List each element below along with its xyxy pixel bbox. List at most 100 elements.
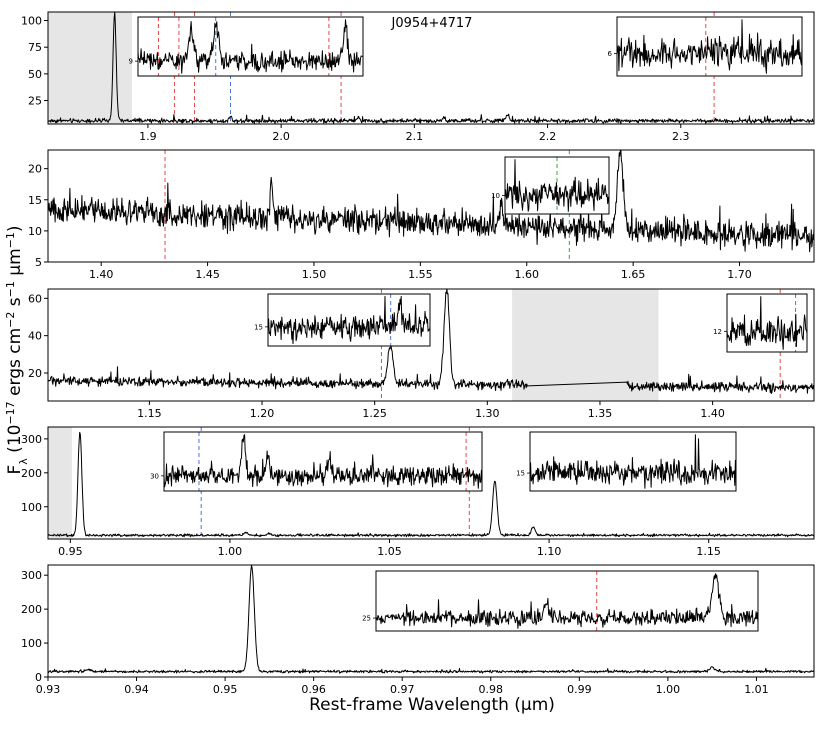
chart-title: J0954+4717 xyxy=(391,16,473,31)
spectrum-line xyxy=(48,12,814,124)
x-tick-label: 1.35 xyxy=(588,407,613,420)
inset-4-2: 15 xyxy=(516,431,737,492)
inset-y-tick-label: 10 xyxy=(491,192,500,200)
inset-spectrum-line xyxy=(376,573,758,629)
x-tick-label: 1.20 xyxy=(250,407,275,420)
panel-4: 0.95 1.00 1.05 1.10 1.15 100 200 300 30 15 xyxy=(21,426,815,558)
x-tick-label: 0.98 xyxy=(479,683,504,696)
inset-frame xyxy=(163,431,483,492)
spectrum-line xyxy=(48,289,814,394)
inset-2-1: 10 xyxy=(491,156,610,215)
y-axis-label: Fλ (10−17 ergs cm−2 s−1 μm−1) xyxy=(4,225,30,474)
y-tick-label: 25 xyxy=(28,95,42,108)
panel-3: 1.15 1.20 1.25 1.30 1.35 1.40 20 40 60 15 12 xyxy=(28,288,815,420)
x-tick-label: 1.70 xyxy=(727,268,752,281)
y-tick-label: 100 xyxy=(21,637,42,650)
y-axis-label-text: Fλ (10−17 ergs cm−2 s−1 μm−1) xyxy=(4,225,30,474)
inset-frame xyxy=(375,570,759,632)
inset-spectrum-line xyxy=(164,434,482,489)
x-tick-label: 0.97 xyxy=(390,683,415,696)
axes-frame xyxy=(47,149,815,263)
axes-frame xyxy=(47,11,815,125)
inset-4-1: 30 xyxy=(150,431,483,492)
x-axis-label: Rest-frame Wavelength (μm) xyxy=(309,695,555,715)
x-tick-label: 1.30 xyxy=(475,407,500,420)
y-tick-label: 20 xyxy=(28,367,42,380)
y-tick-label: 20 xyxy=(28,163,42,176)
inset-spectrum-line xyxy=(268,295,430,345)
y-tick-label: 60 xyxy=(28,292,42,305)
y-tick-label: 300 xyxy=(21,433,42,446)
panel-5: 0.93 0.94 0.95 0.96 0.97 0.98 0.99 1.00 1.01 0 100… xyxy=(21,564,815,696)
panel-1: 1.9 2.0 2.1 2.2 2.3 25 50 75 100 9 6 xyxy=(21,11,815,143)
y-tick-label: 200 xyxy=(21,603,42,616)
x-tick-label: 1.15 xyxy=(696,545,721,558)
x-tick-label: 0.94 xyxy=(124,683,149,696)
inset-frame xyxy=(267,293,431,347)
x-tick-label: 1.9 xyxy=(139,130,157,143)
inset-spectrum-line xyxy=(530,434,736,489)
axes-frame xyxy=(47,288,815,402)
inset-3-2: 12 xyxy=(713,293,808,353)
x-tick-label: 1.00 xyxy=(656,683,681,696)
x-tick-label: 1.00 xyxy=(218,545,243,558)
x-tick-label: 0.95 xyxy=(213,683,238,696)
spectrum-line xyxy=(48,565,814,674)
x-tick-label: 1.40 xyxy=(700,407,725,420)
y-tick-label: 5 xyxy=(35,256,42,269)
y-tick-label: 100 xyxy=(21,501,42,514)
inset-5-1: 25 xyxy=(362,570,759,632)
y-tick-label: 300 xyxy=(21,569,42,582)
panel-2: 1.40 1.45 1.50 1.55 1.60 1.65 1.70 5 10 15 20 10 xyxy=(28,149,815,281)
inset-frame xyxy=(616,16,803,77)
inset-y-tick-label: 15 xyxy=(516,470,525,478)
inset-spectrum-line xyxy=(138,19,363,74)
inset-spectrum-line xyxy=(727,296,807,350)
x-tick-label: 1.65 xyxy=(621,268,646,281)
inset-frame xyxy=(529,431,737,492)
x-tick-label: 1.05 xyxy=(377,545,402,558)
x-tick-label: 2.3 xyxy=(672,130,690,143)
x-tick-label: 1.45 xyxy=(195,268,220,281)
inset-frame xyxy=(726,293,808,353)
inset-y-tick-label: 6 xyxy=(608,50,613,58)
y-tick-label: 50 xyxy=(28,68,42,81)
inset-1-2: 6 xyxy=(608,16,803,77)
inset-frame xyxy=(137,16,364,77)
inset-frame xyxy=(504,156,610,215)
inset-spectrum-line xyxy=(505,159,609,212)
inset-spectrum-line xyxy=(617,19,802,74)
y-tick-label: 0 xyxy=(35,671,42,684)
x-tick-label: 1.60 xyxy=(515,268,540,281)
x-tick-label: 1.01 xyxy=(744,683,769,696)
x-tick-label: 1.15 xyxy=(137,407,162,420)
inset-y-tick-label: 25 xyxy=(362,615,371,623)
x-tick-label: 1.25 xyxy=(362,407,387,420)
shaded-region xyxy=(512,289,659,401)
inset-3-1: 15 xyxy=(254,293,431,347)
inset-y-tick-label: 12 xyxy=(713,328,722,336)
shaded-region xyxy=(48,427,72,539)
inset-1-1: 9 xyxy=(129,16,364,77)
y-tick-label: 40 xyxy=(28,330,42,343)
x-tick-label: 0.96 xyxy=(301,683,326,696)
inset-y-tick-label: 30 xyxy=(150,472,159,480)
shaded-region xyxy=(48,12,132,124)
y-tick-label: 200 xyxy=(21,467,42,480)
axes-frame xyxy=(47,564,815,678)
spectrum-line xyxy=(48,431,814,538)
x-tick-label: 0.93 xyxy=(36,683,61,696)
x-tick-label: 0.99 xyxy=(567,683,592,696)
x-tick-label: 1.10 xyxy=(537,545,562,558)
x-tick-label: 1.40 xyxy=(89,268,114,281)
y-tick-label: 10 xyxy=(28,225,42,238)
x-tick-label: 1.50 xyxy=(302,268,327,281)
x-tick-label: 2.0 xyxy=(272,130,290,143)
spectrum-line xyxy=(48,150,814,253)
x-tick-label: 2.2 xyxy=(539,130,557,143)
y-tick-label: 75 xyxy=(28,41,42,54)
x-tick-label: 1.55 xyxy=(408,268,433,281)
axes-frame xyxy=(47,426,815,540)
x-tick-label: 2.1 xyxy=(406,130,424,143)
